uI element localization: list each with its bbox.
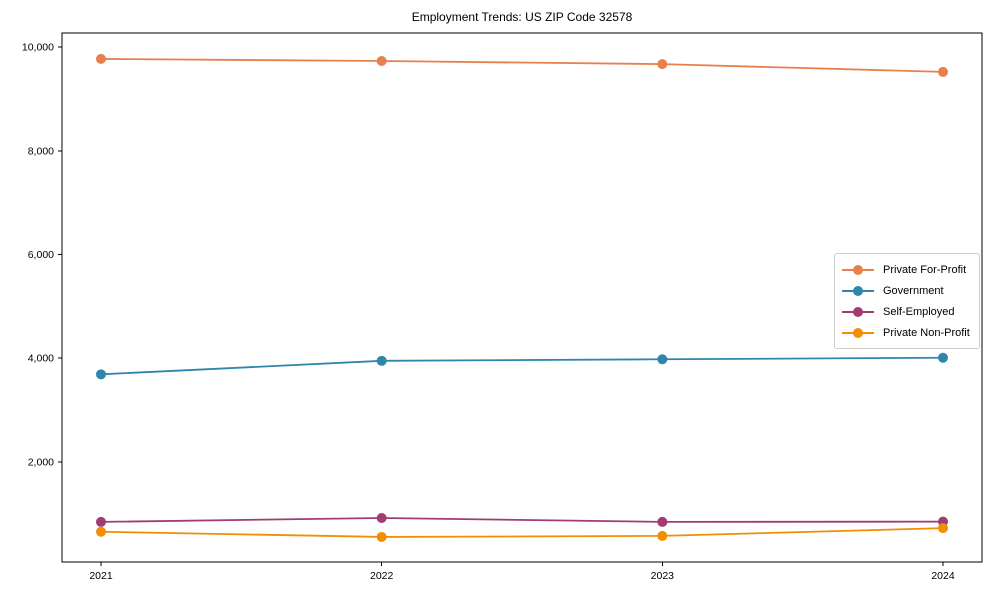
plot-frame: [61, 32, 983, 563]
legend-label: Government: [883, 284, 944, 297]
chart-title: Employment Trends: US ZIP Code 32578: [411, 10, 633, 24]
x-tick-label: 2021: [89, 570, 113, 582]
y-tick-label: 6,000: [28, 249, 54, 261]
data-point: [376, 513, 387, 524]
legend-item: Government: [842, 280, 970, 301]
data-point: [938, 66, 948, 77]
data-point: [376, 531, 387, 542]
data-point: [376, 355, 387, 366]
data-point: [938, 523, 948, 534]
legend-item: Self-Employed: [842, 301, 970, 322]
legend-line-marker-icon: [842, 264, 874, 275]
legend-item: Private For-Profit: [842, 259, 970, 280]
legend-label: Private Non-Profit: [883, 326, 970, 339]
data-point: [96, 369, 106, 380]
y-tick-label: 4,000: [28, 353, 54, 365]
data-point: [938, 352, 948, 363]
data-point: [657, 530, 668, 541]
y-tick-label: 8,000: [28, 145, 54, 157]
legend-line-marker-icon: [842, 306, 874, 317]
x-tick-label: 2022: [370, 570, 394, 582]
y-tick-label: 10,000: [22, 42, 54, 54]
legend-label: Private For-Profit: [883, 263, 967, 276]
x-tick-label: 2024: [931, 570, 955, 582]
data-point: [96, 516, 106, 527]
data-point: [657, 516, 668, 527]
series-line: [100, 58, 944, 73]
data-point: [96, 526, 106, 537]
data-point: [657, 354, 668, 365]
legend-line-marker-icon: [842, 285, 874, 296]
legend-line-marker-icon: [842, 327, 874, 338]
data-point: [376, 56, 387, 67]
legend-item: Private Non-Profit: [842, 322, 970, 343]
series-line: [100, 517, 944, 523]
legend: Private For-Profit Government Self-Employe…: [834, 253, 980, 349]
x-tick-label: 2023: [651, 570, 675, 582]
series-line: [100, 527, 944, 538]
legend-label: Self-Employed: [883, 305, 955, 318]
y-tick-label: 2,000: [28, 456, 54, 468]
series-line: [100, 356, 944, 376]
data-point: [657, 59, 668, 70]
data-point: [96, 53, 106, 64]
